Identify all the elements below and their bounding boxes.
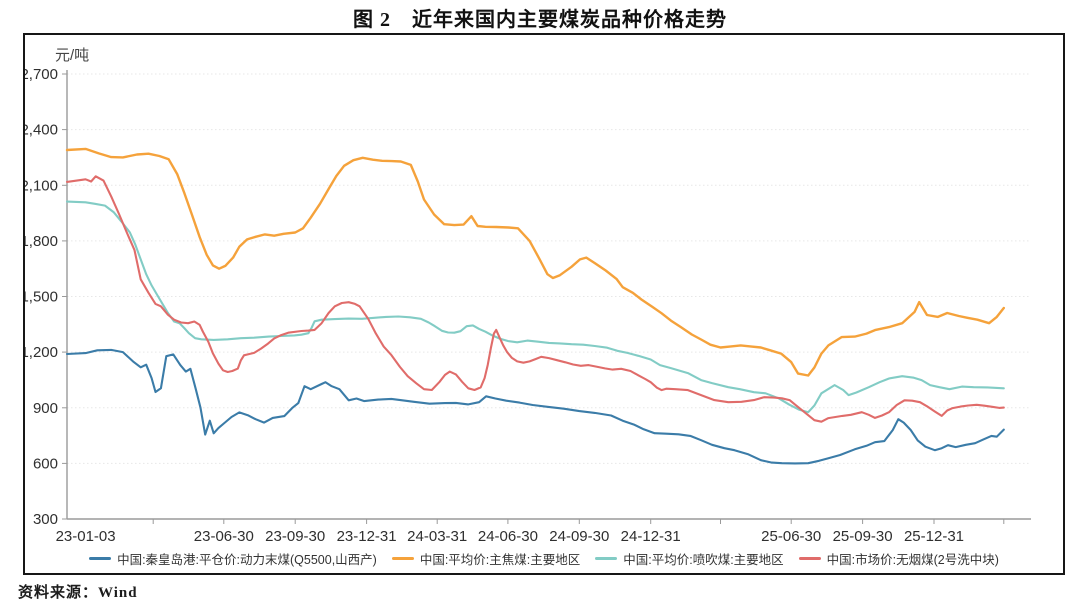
chart-legend: 中国:秦皇岛港:平仓价:动力末煤(Q5500,山西产) 中国:平均价:主焦煤:主要… bbox=[25, 549, 1063, 568]
source-note: 资料来源：Wind bbox=[18, 585, 138, 601]
svg-text:25-06-30: 25-06-30 bbox=[761, 528, 821, 545]
svg-text:900: 900 bbox=[33, 400, 58, 417]
legend-label: 中国:市场价:无烟煤(2号洗中块) bbox=[826, 553, 999, 567]
svg-text:25-09-30: 25-09-30 bbox=[833, 528, 893, 545]
legend-line-marker bbox=[798, 557, 821, 560]
svg-text:1,200: 1,200 bbox=[25, 344, 58, 361]
svg-text:23-12-31: 23-12-31 bbox=[337, 528, 397, 545]
chart-frame: 元/吨 300 600 900 1,200 1,500 1,800 2,100 2,400 2,… bbox=[23, 33, 1065, 575]
svg-text:2,100: 2,100 bbox=[25, 177, 58, 194]
legend-label: 中国:秦皇岛港:平仓价:动力末煤(Q5500,山西产) bbox=[117, 553, 377, 567]
svg-text:24-06-30: 24-06-30 bbox=[478, 528, 538, 545]
legend-line-marker bbox=[391, 557, 414, 560]
svg-text:24-12-31: 24-12-31 bbox=[621, 528, 681, 545]
svg-text:23-01-03: 23-01-03 bbox=[56, 528, 116, 545]
svg-text:1,800: 1,800 bbox=[25, 233, 58, 250]
legend-label: 中国:平均价:喷吹煤:主要地区 bbox=[623, 553, 784, 567]
svg-text:2,700: 2,700 bbox=[25, 66, 58, 83]
svg-text:300: 300 bbox=[33, 511, 58, 528]
y-axis-unit-label: 元/吨 bbox=[55, 47, 90, 64]
legend-item: 中国:市场价:无烟煤(2号洗中块) bbox=[798, 549, 999, 568]
figure-title: 图 2 近年来国内主要煤炭品种价格走势 bbox=[353, 9, 727, 31]
svg-text:600: 600 bbox=[33, 455, 58, 472]
svg-text:24-03-31: 24-03-31 bbox=[407, 528, 467, 545]
svg-text:2,400: 2,400 bbox=[25, 122, 58, 139]
legend-line-marker bbox=[89, 557, 112, 560]
svg-text:23-09-30: 23-09-30 bbox=[265, 528, 325, 545]
svg-text:24-09-30: 24-09-30 bbox=[549, 528, 609, 545]
legend-item: 中国:平均价:主焦煤:主要地区 bbox=[391, 549, 581, 568]
legend-item: 中国:秦皇岛港:平仓价:动力末煤(Q5500,山西产) bbox=[89, 549, 377, 568]
price-trend-line-chart: 300 600 900 1,200 1,500 1,800 2,100 2,400 2,700 2… bbox=[25, 66, 1031, 545]
svg-text:25-12-31: 25-12-31 bbox=[904, 528, 964, 545]
legend-line-marker bbox=[595, 557, 618, 560]
legend-item: 中国:平均价:喷吹煤:主要地区 bbox=[595, 549, 784, 568]
svg-text:23-06-30: 23-06-30 bbox=[194, 528, 254, 545]
svg-text:1,500: 1,500 bbox=[25, 289, 58, 306]
legend-label: 中国:平均价:主焦煤:主要地区 bbox=[419, 553, 581, 567]
